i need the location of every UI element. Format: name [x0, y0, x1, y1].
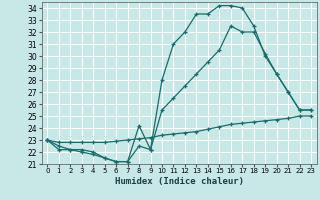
X-axis label: Humidex (Indice chaleur): Humidex (Indice chaleur) — [115, 177, 244, 186]
